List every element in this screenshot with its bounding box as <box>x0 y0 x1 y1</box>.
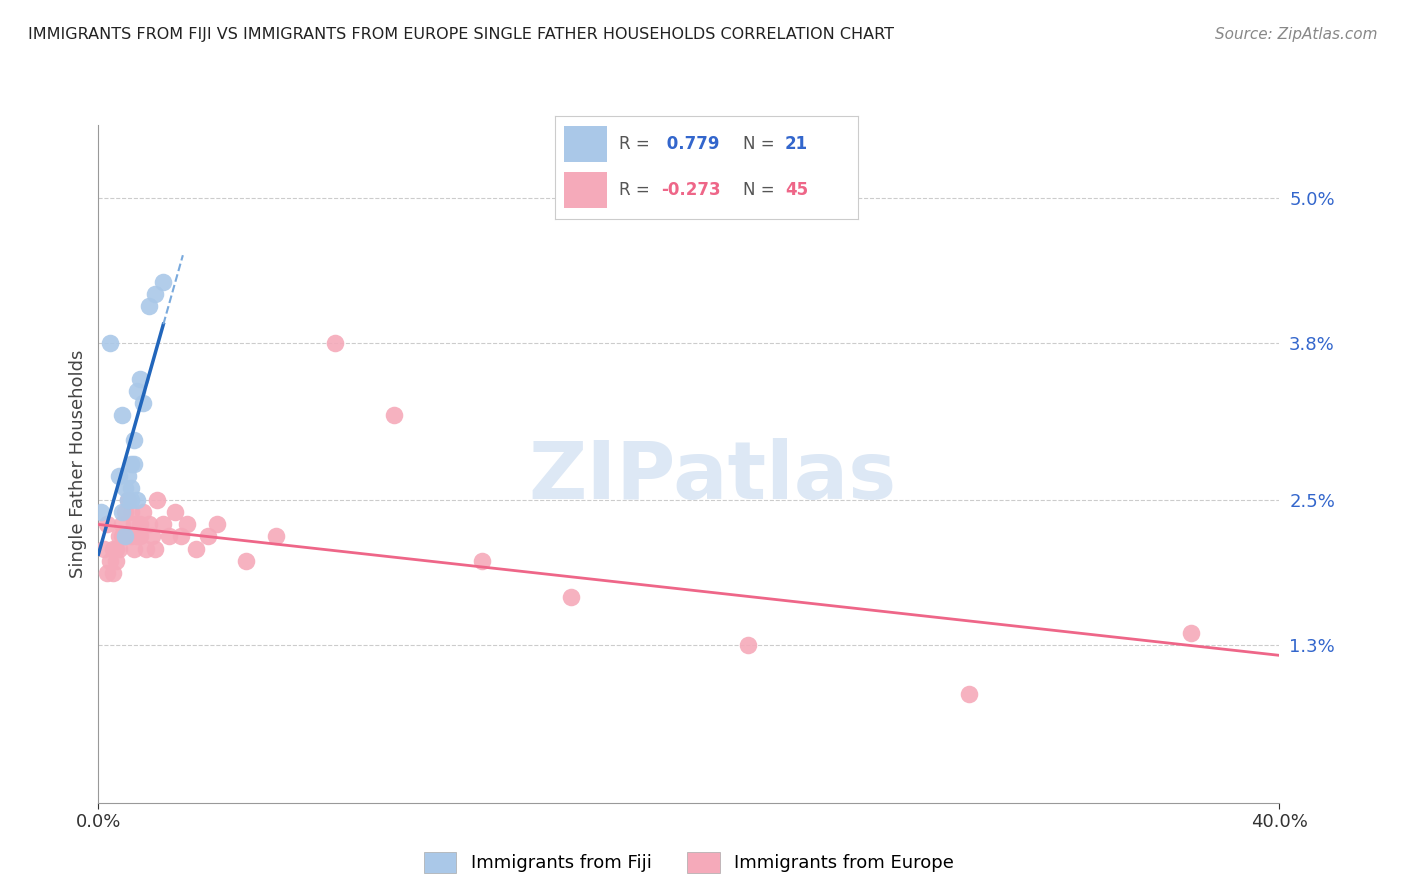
Point <box>122 541 145 556</box>
Text: N =: N = <box>742 136 775 153</box>
Text: 0.779: 0.779 <box>661 136 720 153</box>
Point <box>146 493 169 508</box>
Point <box>264 529 287 543</box>
Point <box>141 529 163 543</box>
Point <box>235 554 257 568</box>
Point <box>108 469 131 483</box>
Point <box>105 541 128 556</box>
Text: N =: N = <box>742 181 775 199</box>
Point <box>125 529 148 543</box>
Point <box>128 517 150 532</box>
Point <box>323 335 346 350</box>
Text: ZIPatlas: ZIPatlas <box>529 438 897 516</box>
Point <box>184 541 207 556</box>
Point <box>111 517 134 532</box>
Point <box>114 505 136 519</box>
Point <box>157 529 180 543</box>
Point <box>111 529 134 543</box>
Point <box>125 384 148 399</box>
Point <box>114 529 136 543</box>
Point <box>103 541 125 556</box>
Point <box>122 517 145 532</box>
Point <box>93 541 115 556</box>
Point <box>959 687 981 701</box>
Point <box>560 590 582 604</box>
Point <box>176 517 198 532</box>
Point <box>132 505 155 519</box>
Point <box>98 335 121 350</box>
Text: R =: R = <box>619 136 650 153</box>
Point <box>152 517 174 532</box>
Point <box>128 372 150 386</box>
Point <box>122 433 145 447</box>
Legend: Immigrants from Fiji, Immigrants from Europe: Immigrants from Fiji, Immigrants from Eu… <box>415 843 963 882</box>
Point <box>120 481 142 495</box>
Point <box>128 529 150 543</box>
Point <box>120 493 142 508</box>
Point <box>143 287 166 301</box>
Point <box>197 529 219 543</box>
Point <box>98 554 121 568</box>
Point <box>382 409 405 423</box>
Point <box>114 481 136 495</box>
Text: 45: 45 <box>785 181 808 199</box>
Point <box>108 541 131 556</box>
Point <box>103 566 125 580</box>
Point <box>111 409 134 423</box>
Text: R =: R = <box>619 181 650 199</box>
Point <box>138 517 160 532</box>
Point <box>205 517 228 532</box>
Text: Source: ZipAtlas.com: Source: ZipAtlas.com <box>1215 27 1378 42</box>
Point <box>105 554 128 568</box>
Bar <box>564 126 607 162</box>
Bar <box>564 172 607 208</box>
Point <box>120 505 142 519</box>
Point <box>135 541 157 556</box>
Point <box>108 529 131 543</box>
Point <box>114 529 136 543</box>
Point <box>125 493 148 508</box>
Point <box>132 396 155 410</box>
Point <box>737 639 759 653</box>
Point <box>1180 626 1202 640</box>
Point <box>96 566 118 580</box>
Point <box>471 554 494 568</box>
Text: 21: 21 <box>785 136 808 153</box>
Point <box>90 505 112 519</box>
Point <box>117 493 139 508</box>
Point <box>117 493 139 508</box>
Point <box>120 529 142 543</box>
Text: -0.273: -0.273 <box>661 181 721 199</box>
Point <box>117 469 139 483</box>
Y-axis label: Single Father Households: Single Father Households <box>69 350 87 578</box>
Point <box>120 457 142 471</box>
Point <box>143 541 166 556</box>
Text: IMMIGRANTS FROM FIJI VS IMMIGRANTS FROM EUROPE SINGLE FATHER HOUSEHOLDS CORRELAT: IMMIGRANTS FROM FIJI VS IMMIGRANTS FROM … <box>28 27 894 42</box>
Point <box>96 517 118 532</box>
Point <box>111 505 134 519</box>
Point <box>170 529 193 543</box>
Point <box>165 505 187 519</box>
Point <box>138 300 160 314</box>
Point <box>152 275 174 289</box>
Point <box>122 457 145 471</box>
